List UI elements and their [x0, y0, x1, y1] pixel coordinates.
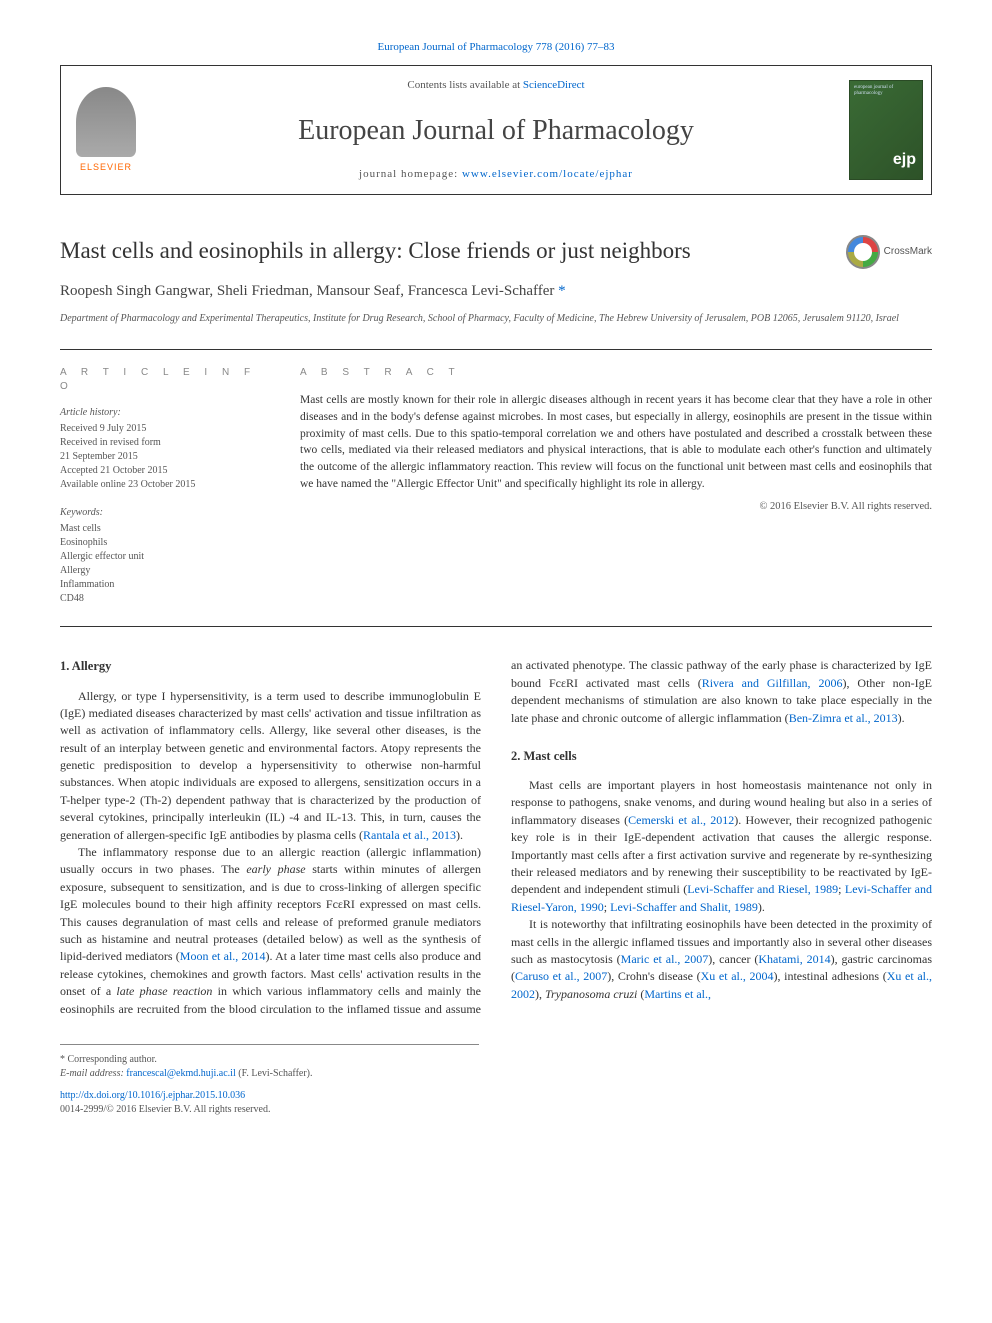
article-body: 1. Allergy Allergy, or type I hypersensi… — [60, 657, 932, 1018]
citation-link[interactable]: Martins et al., — [644, 987, 711, 1001]
section-1-heading: 1. Allergy — [60, 657, 481, 675]
keywords-block: Keywords: Mast cells Eosinophils Allergi… — [60, 506, 260, 606]
email-label: E-mail address: — [60, 1068, 126, 1079]
journal-header-box: ELSEVIER Contents lists available at Sci… — [60, 65, 932, 195]
homepage-prefix: journal homepage: — [359, 168, 462, 180]
issn-line: 0014-2999/© 2016 Elsevier B.V. All right… — [60, 1103, 479, 1117]
header-center: Contents lists available at ScienceDirec… — [151, 66, 841, 194]
elsevier-tree-icon — [76, 87, 136, 157]
text-run: ). — [758, 900, 765, 914]
contents-prefix: Contents lists available at — [407, 79, 522, 91]
italic-term: early phase — [246, 862, 305, 876]
elsevier-logo[interactable]: ELSEVIER — [61, 66, 151, 194]
email-line: E-mail address: francescal@ekmd.huji.ac.… — [60, 1067, 479, 1081]
text-run: ), intestinal adhesions ( — [774, 969, 887, 983]
homepage-line: journal homepage: www.elsevier.com/locat… — [161, 167, 831, 182]
affiliation: Department of Pharmacology and Experimen… — [60, 312, 932, 325]
text-run: ). — [456, 828, 463, 842]
italic-term: late phase reaction — [116, 984, 212, 998]
body-paragraph: Mast cells are important players in host… — [511, 777, 932, 916]
homepage-link[interactable]: www.elsevier.com/locate/ejphar — [462, 168, 633, 180]
keyword: CD48 — [60, 592, 260, 606]
article-info-heading: A R T I C L E I N F O — [60, 366, 260, 394]
title-row: Mast cells and eosinophils in allergy: C… — [60, 235, 932, 269]
article-title: Mast cells and eosinophils in allergy: C… — [60, 235, 826, 267]
abstract-col: A B S T R A C T Mast cells are mostly kn… — [300, 366, 932, 606]
citation-link[interactable]: Rantala et al., 2013 — [363, 828, 456, 842]
history-online: Available online 23 October 2015 — [60, 478, 260, 492]
citation-link[interactable]: Levi-Schaffer and Riesel, 1989 — [687, 882, 838, 896]
keyword: Allergic effector unit — [60, 550, 260, 564]
crossmark-label: CrossMark — [884, 245, 932, 259]
history-revised2: 21 September 2015 — [60, 450, 260, 464]
italic-term: Trypanosoma cruzi — [545, 987, 637, 1001]
footer-block: * Corresponding author. E-mail address: … — [60, 1044, 479, 1117]
article-info-col: A R T I C L E I N F O Article history: R… — [60, 366, 260, 606]
doi-line: http://dx.doi.org/10.1016/j.ejphar.2015.… — [60, 1089, 479, 1103]
citation-link[interactable]: Maric et al., 2007 — [621, 952, 709, 966]
history-accepted: Accepted 21 October 2015 — [60, 464, 260, 478]
cover-ejp-text: ejp — [893, 149, 916, 171]
body-paragraph: Allergy, or type I hypersensitivity, is … — [60, 688, 481, 845]
journal-cover: european journal of pharmacology ejp — [841, 66, 931, 194]
history-received: Received 9 July 2015 — [60, 422, 260, 436]
authors-text: Roopesh Singh Gangwar, Sheli Friedman, M… — [60, 283, 554, 299]
abstract-heading: A B S T R A C T — [300, 366, 932, 380]
text-run: Allergy, or type I hypersensitivity, is … — [60, 689, 481, 842]
keyword: Eosinophils — [60, 536, 260, 550]
crossmark-icon — [846, 235, 880, 269]
crossmark-widget[interactable]: CrossMark — [846, 235, 932, 269]
body-paragraph: It is noteworthy that infiltrating eosin… — [511, 916, 932, 1003]
citation-link[interactable]: European Journal of Pharmacology 778 (20… — [377, 41, 614, 53]
keyword: Mast cells — [60, 522, 260, 536]
meta-row: A R T I C L E I N F O Article history: R… — [60, 349, 932, 627]
author-list: Roopesh Singh Gangwar, Sheli Friedman, M… — [60, 281, 932, 302]
elsevier-label: ELSEVIER — [80, 161, 132, 174]
keywords-label: Keywords: — [60, 506, 260, 520]
text-run: ). — [898, 711, 905, 725]
citation-link[interactable]: Ben-Zimra et al., 2013 — [789, 711, 898, 725]
citation-link[interactable]: Levi-Schaffer and Shalit, 1989 — [610, 900, 758, 914]
citation-link[interactable]: Rivera and Gilfillan, 2006 — [702, 676, 843, 690]
text-run: ), cancer ( — [708, 952, 758, 966]
abstract-copyright: © 2016 Elsevier B.V. All rights reserved… — [300, 500, 932, 515]
text-run: ), — [535, 987, 545, 1001]
email-link[interactable]: francescal@ekmd.huji.ac.il — [126, 1068, 235, 1079]
keyword: Allergy — [60, 564, 260, 578]
journal-name: European Journal of Pharmacology — [161, 111, 831, 150]
keyword: Inflammation — [60, 578, 260, 592]
cover-top-text: european journal of pharmacology — [854, 85, 922, 96]
citation-header: European Journal of Pharmacology 778 (20… — [60, 40, 932, 55]
corresponding-author-note: * Corresponding author. — [60, 1053, 479, 1067]
citation-link[interactable]: Moon et al., 2014 — [180, 949, 266, 963]
citation-link[interactable]: Khatami, 2014 — [758, 952, 830, 966]
corresponding-marker[interactable]: * — [558, 283, 566, 299]
citation-link[interactable]: Cemerski et al., 2012 — [628, 813, 734, 827]
doi-link[interactable]: http://dx.doi.org/10.1016/j.ejphar.2015.… — [60, 1090, 245, 1101]
text-run: ; — [838, 882, 845, 896]
email-suffix: (F. Levi-Schaffer). — [236, 1068, 313, 1079]
contents-line: Contents lists available at ScienceDirec… — [161, 78, 831, 93]
citation-link[interactable]: Caruso et al., 2007 — [515, 969, 607, 983]
abstract-text: Mast cells are mostly known for their ro… — [300, 392, 932, 492]
citation-link[interactable]: Xu et al., 2004 — [701, 969, 774, 983]
text-run: ), Crohn's disease ( — [607, 969, 700, 983]
history-revised1: Received in revised form — [60, 436, 260, 450]
history-label: Article history: — [60, 406, 260, 420]
sciencedirect-link[interactable]: ScienceDirect — [523, 79, 585, 91]
cover-thumbnail[interactable]: european journal of pharmacology ejp — [849, 80, 923, 180]
section-2-heading: 2. Mast cells — [511, 747, 932, 765]
